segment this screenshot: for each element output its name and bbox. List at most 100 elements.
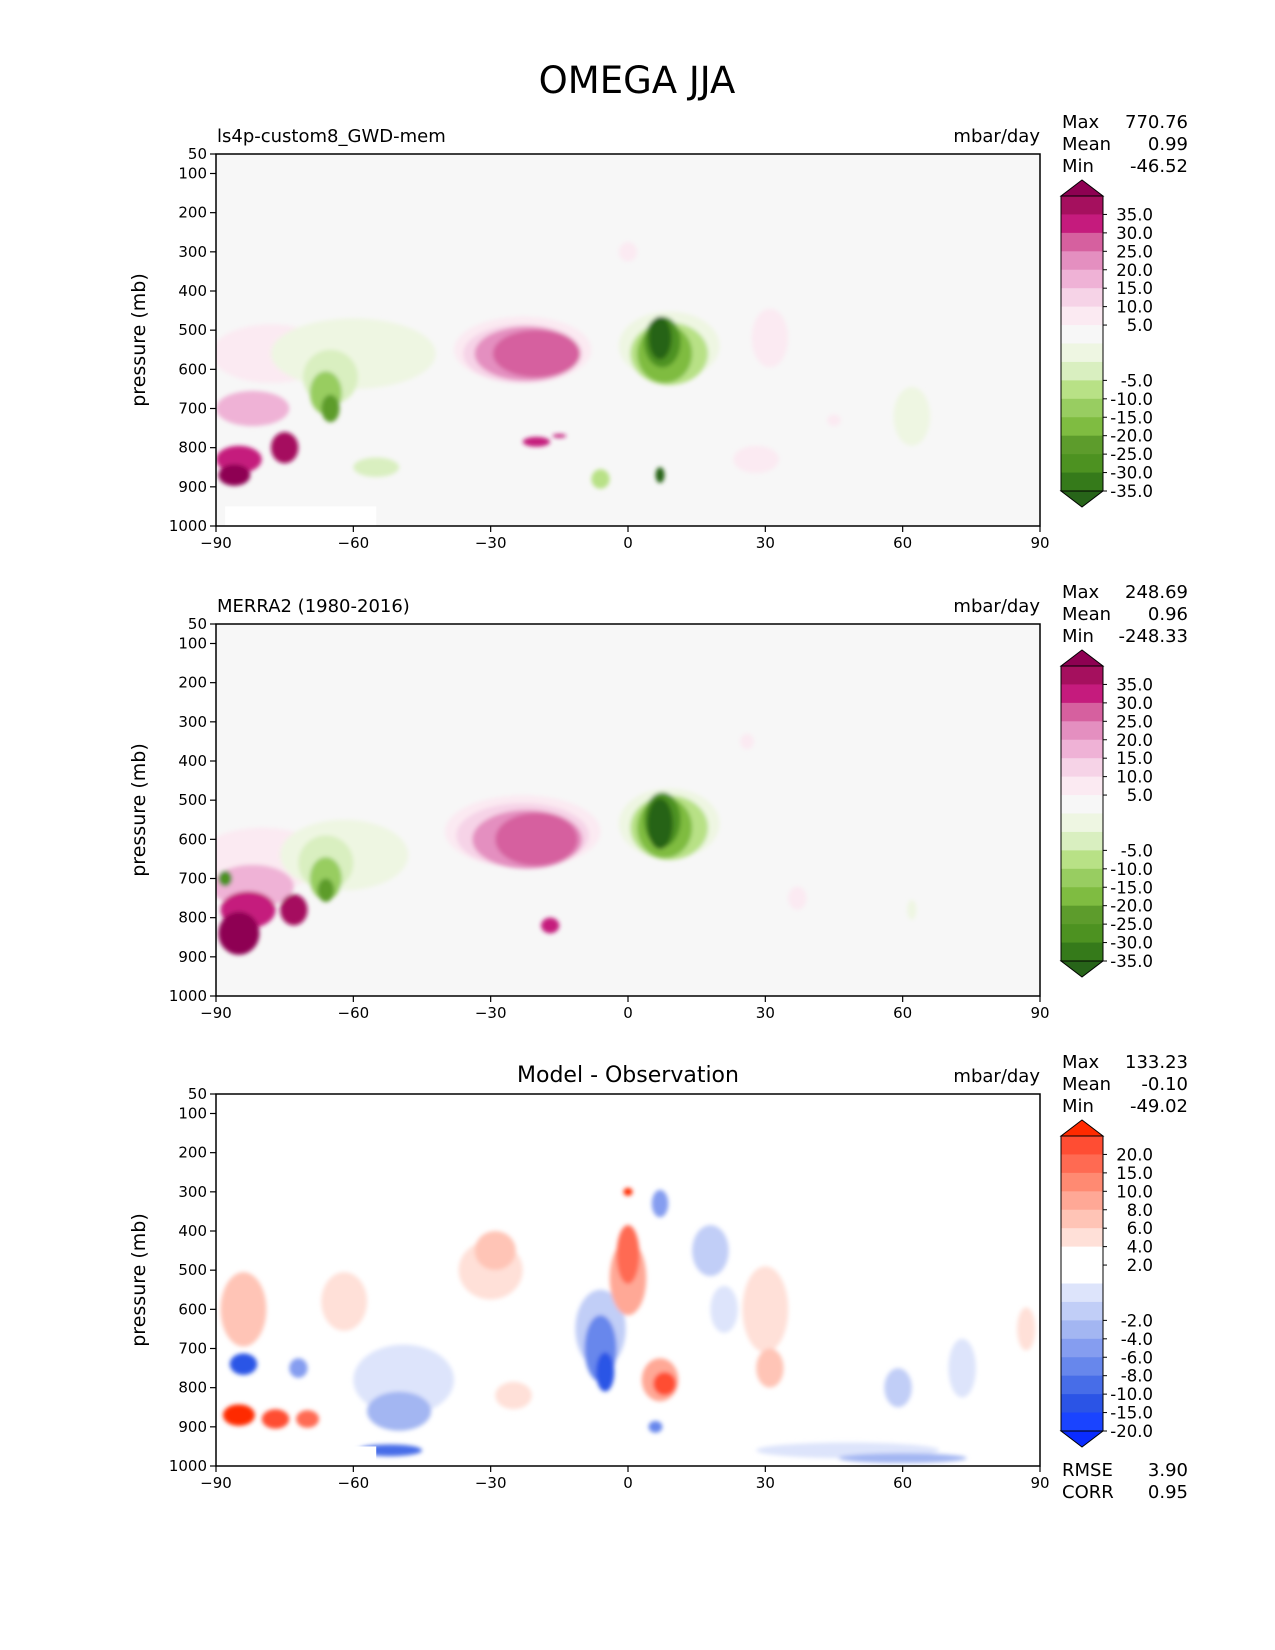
stat-value: 248.69 <box>1125 582 1188 603</box>
colorbar-segment <box>1061 795 1103 814</box>
colorbar-extend-top <box>1059 1119 1105 1137</box>
colorbar-segment <box>1061 1412 1103 1432</box>
colorbar-label: 10.0 <box>1116 298 1153 317</box>
colorbar-extend-top <box>1059 179 1105 197</box>
colorbar-segment <box>1061 1338 1103 1358</box>
colorbar-label: -25.0 <box>1110 915 1153 934</box>
colorbar-label: 8.0 <box>1127 1201 1153 1220</box>
stat-label: Max <box>1062 112 1100 133</box>
contour-region <box>838 1453 967 1464</box>
contour-field <box>220 1187 1036 1464</box>
y-tick-label: 800 <box>178 1379 207 1397</box>
x-tick-label: −90 <box>200 534 232 552</box>
panel-2: −90 −60 −30 0 30 60 90 50 100 200 300 400 500 600 700 8… <box>128 582 1188 1022</box>
colorbar-extend-bottom <box>1059 960 1105 978</box>
colorbar-label: -20.0 <box>1110 897 1153 916</box>
contour-region <box>492 330 580 378</box>
y-tick-label: 700 <box>178 870 207 888</box>
y-tick-label: 1000 <box>169 987 207 1005</box>
colorbar-label: 35.0 <box>1116 205 1153 224</box>
x-tick-label: 60 <box>893 534 912 552</box>
y-tick-label: 600 <box>178 830 207 848</box>
x-tick-label: −30 <box>475 1474 507 1492</box>
colorbar: 35.030.025.020.015.010.05.0 -5.0-10.0-15.… <box>1059 649 1153 978</box>
metric-label: CORR <box>1062 1482 1114 1503</box>
y-tick-label: 1000 <box>169 1457 207 1475</box>
colorbar-label: 25.0 <box>1116 712 1153 731</box>
colorbar-segment <box>1061 1265 1103 1284</box>
stat-label: Mean <box>1062 1074 1111 1095</box>
colorbar-segment <box>1061 1283 1103 1303</box>
stat-value: 0.99 <box>1148 134 1188 155</box>
colorbar-label: -6.0 <box>1121 1348 1153 1367</box>
y-tick-label: 1000 <box>169 517 207 535</box>
colorbar-label: 5.0 <box>1127 316 1153 335</box>
colorbar-extend-bottom <box>1059 490 1105 508</box>
contour-region <box>827 414 841 427</box>
missing-data-mask <box>225 506 377 527</box>
stat-label: Mean <box>1062 604 1111 625</box>
contour-region <box>367 1391 432 1431</box>
colorbar-label: -15.0 <box>1110 878 1153 897</box>
colorbar-label: 25.0 <box>1116 242 1153 261</box>
colorbar-segment <box>1061 454 1103 474</box>
colorbar-label: -5.0 <box>1121 841 1153 860</box>
colorbar-segment <box>1061 380 1103 400</box>
y-tick-label: 600 <box>178 360 207 378</box>
y-tick-label: 400 <box>178 752 207 770</box>
colorbar-label: -4.0 <box>1121 1330 1153 1349</box>
colorbar-segment <box>1061 739 1103 759</box>
contour-region <box>289 1358 308 1378</box>
colorbar-label: 10.0 <box>1116 768 1153 787</box>
colorbar-segment <box>1061 251 1103 271</box>
colorbar-segment <box>1061 721 1103 741</box>
colorbar-frame <box>1060 665 1104 962</box>
contour-region <box>893 386 931 446</box>
contour-region <box>474 1231 516 1271</box>
y-tick-label: 200 <box>178 204 207 222</box>
contour-region <box>218 870 233 887</box>
y-tick-label: 50 <box>188 145 207 163</box>
contour-region <box>742 1266 789 1353</box>
y-tick-label: 100 <box>178 1105 207 1123</box>
colorbar-segment <box>1061 1320 1103 1340</box>
contour-region <box>648 316 672 360</box>
y-tick-label: 500 <box>178 791 207 809</box>
colorbar-segment <box>1061 776 1103 796</box>
colorbar-segment <box>1061 1136 1103 1155</box>
y-axis-label: pressure (mb) <box>128 1213 150 1347</box>
colorbar-segment <box>1061 361 1103 381</box>
contour-region <box>541 917 560 934</box>
y-tick-label: 900 <box>178 1418 207 1436</box>
metric-value: 0.95 <box>1148 1482 1188 1503</box>
y-axis-label: pressure (mb) <box>128 273 150 407</box>
colorbar-segment <box>1061 813 1103 833</box>
colorbar-segment <box>1061 924 1103 944</box>
colorbar-segment <box>1061 1357 1103 1377</box>
x-tick-label: 30 <box>756 1474 775 1492</box>
y-tick-label: 300 <box>178 243 207 261</box>
colorbar-label: 10.0 <box>1116 1182 1153 1201</box>
x-tick-label: −90 <box>200 1004 232 1022</box>
stat-value: 0.96 <box>1148 604 1188 625</box>
colorbar-segment <box>1061 343 1103 363</box>
contour-region <box>651 1189 669 1218</box>
contour-field <box>216 242 931 489</box>
y-tick-label: 800 <box>178 909 207 927</box>
contour-region <box>623 1187 633 1196</box>
colorbar-extend-bottom <box>1059 1430 1105 1448</box>
colorbar-segment <box>1061 1209 1103 1229</box>
y-tick-label: 700 <box>178 1340 207 1358</box>
colorbar-segment <box>1061 1246 1103 1266</box>
x-tick-label: 30 <box>756 534 775 552</box>
colorbar-label: -15.0 <box>1110 408 1153 427</box>
stat-value: -49.02 <box>1130 1096 1188 1117</box>
colorbar-label: 15.0 <box>1116 279 1153 298</box>
colorbar-label: -5.0 <box>1121 371 1153 390</box>
colorbar-label: 15.0 <box>1116 749 1153 768</box>
stat-label: Min <box>1062 156 1094 177</box>
stat-value: -46.52 <box>1130 156 1188 177</box>
x-tick-label: 60 <box>893 1004 912 1022</box>
y-tick-label: 200 <box>178 1144 207 1162</box>
contour-field <box>216 733 917 955</box>
